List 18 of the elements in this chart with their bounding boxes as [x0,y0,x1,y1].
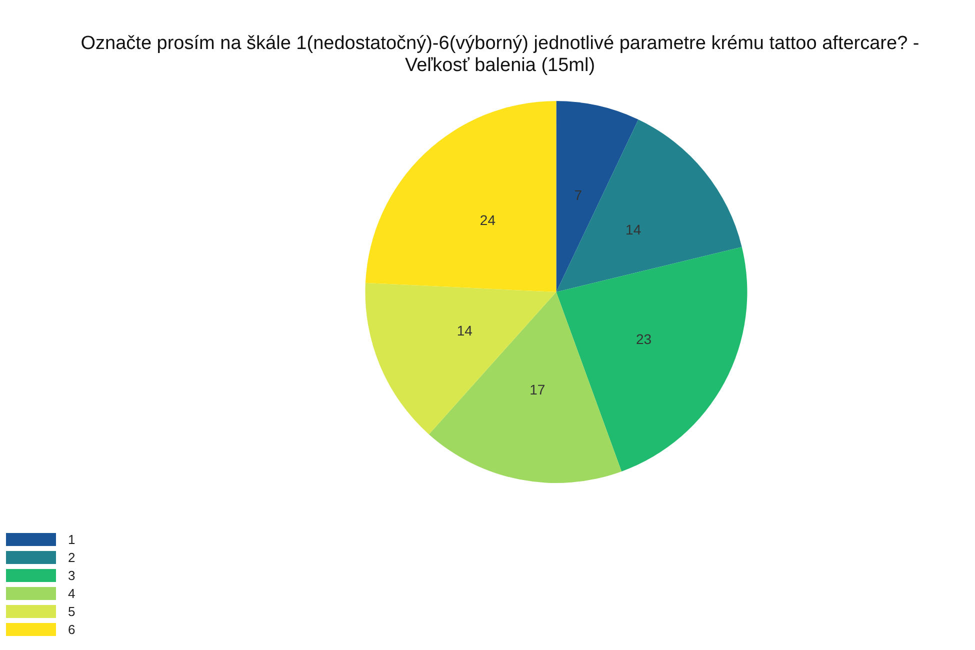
data-label: 7 [574,187,582,204]
data-label: 17 [530,382,546,398]
pie-slice [365,101,556,292]
chart-title: Označte prosím na škále 1(nedostatočný)-6(výborný) jednotlivé parametre krému tattoo aftercare? - Veľkosť balenia (15ml) [80,33,920,77]
pie-slice [556,246,748,472]
data-label: 14 [456,322,473,338]
pie-slice [365,282,556,434]
legend-label: 4 [68,586,76,600]
legend-label: 5 [68,604,76,618]
legend-label: 2 [68,550,76,564]
data-label: 14 [626,221,642,238]
data-label: 24 [480,212,496,228]
legend-label: 1 [68,532,76,546]
legend-label: 3 [68,568,76,582]
legend-label: 6 [68,622,76,636]
data-label: 23 [636,330,652,347]
pie-slice [556,120,742,292]
pie-slice [428,292,622,483]
